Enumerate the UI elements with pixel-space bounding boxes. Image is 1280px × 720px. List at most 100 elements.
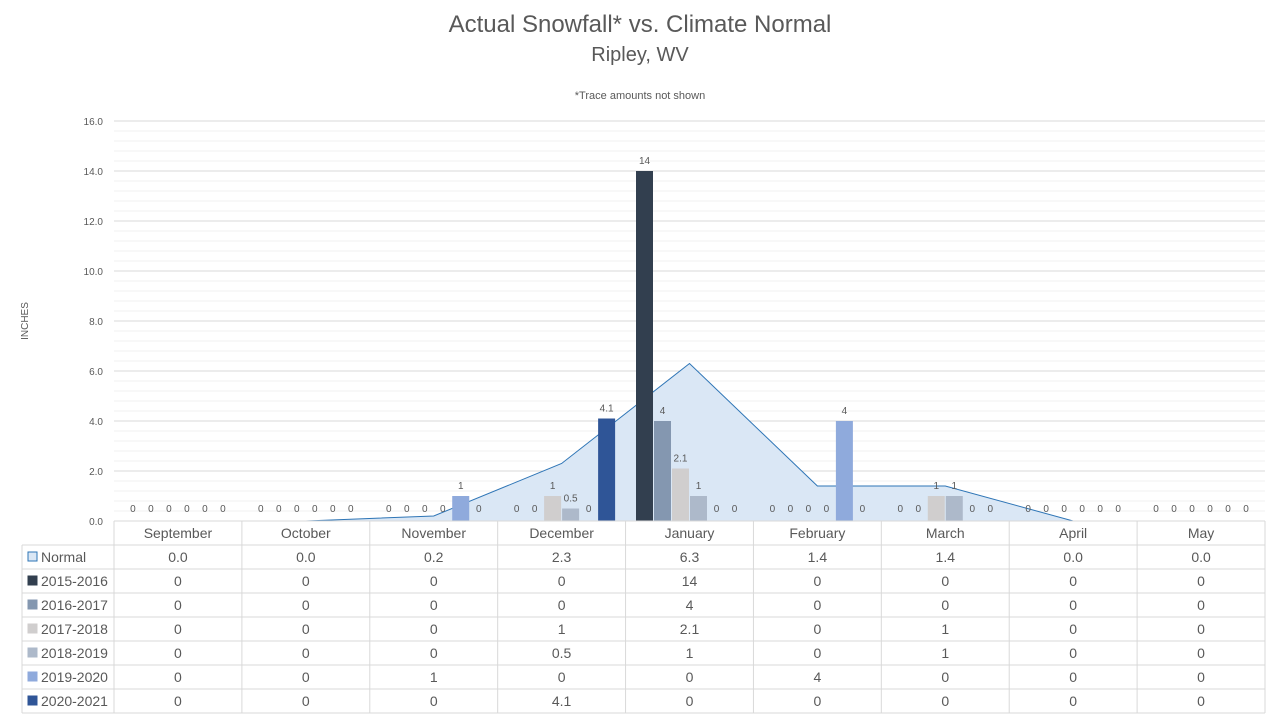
- legend-entry: 2018-2019: [41, 645, 108, 661]
- data-label: 0: [1043, 504, 1049, 515]
- data-label: 0: [404, 504, 410, 515]
- data-label: 4: [842, 406, 848, 417]
- table-cell: 0: [813, 645, 821, 661]
- y-tick-label: 2.0: [89, 467, 103, 478]
- data-label: 0: [514, 504, 520, 515]
- legend-entry: Normal: [41, 549, 86, 565]
- y-tick-label: 6.0: [89, 367, 103, 378]
- data-label: 0: [860, 504, 866, 515]
- table-cell: 0: [302, 573, 310, 589]
- table-cell: 0: [941, 669, 949, 685]
- table-cell: 0: [430, 597, 438, 613]
- normal-area: [177, 363, 1202, 521]
- data-label: 0: [294, 504, 300, 515]
- chart-subtitle: Ripley, WV: [591, 44, 689, 66]
- table-cell: 4: [813, 669, 821, 685]
- y-tick-label: 4.0: [89, 417, 103, 428]
- data-label: 0: [1025, 504, 1031, 515]
- data-label: 0: [166, 504, 172, 515]
- table-cell: 1: [558, 621, 566, 637]
- table-cell: 0: [174, 645, 182, 661]
- bar-2016-2017-January: [654, 421, 671, 521]
- data-label: 0: [1171, 504, 1177, 515]
- bar-2019-2020-November: [452, 496, 470, 521]
- data-label: 0: [1061, 504, 1067, 515]
- y-tick-label: 16.0: [84, 117, 104, 128]
- data-label: 4: [660, 406, 666, 417]
- bar-2018-2019-January: [690, 496, 707, 521]
- x-category-label: September: [144, 525, 213, 541]
- data-label: 0: [824, 504, 830, 515]
- table-cell: 0: [1197, 621, 1205, 637]
- x-category-label: April: [1059, 525, 1087, 541]
- table-cell: 0: [1069, 621, 1077, 637]
- bar-2018-2019-March: [945, 496, 963, 521]
- table-cell: 0: [1197, 573, 1205, 589]
- data-label: 0: [130, 504, 136, 515]
- table-cell: 1.4: [936, 549, 956, 565]
- data-label: 0: [184, 504, 190, 515]
- data-label: 0: [806, 504, 812, 515]
- data-label: 0: [897, 504, 903, 515]
- x-category-label: February: [789, 525, 845, 541]
- y-tick-label: 12.0: [84, 217, 104, 228]
- data-label: 0: [148, 504, 154, 515]
- table-cell: 0: [302, 693, 310, 709]
- table-cell: 0: [302, 597, 310, 613]
- bar-2017-2018-March: [927, 496, 945, 521]
- table-cell: 0: [430, 693, 438, 709]
- data-label: 0: [915, 504, 921, 515]
- legend-entry: 2019-2020: [41, 669, 108, 685]
- data-label: 0.5: [564, 494, 578, 505]
- table-cell: 0: [558, 597, 566, 613]
- table-cell: 0: [813, 573, 821, 589]
- table-cell: 0: [941, 597, 949, 613]
- data-label: 0: [788, 504, 794, 515]
- table-cell: 0: [302, 645, 310, 661]
- table-cell: 0: [430, 621, 438, 637]
- table-cell: 0: [941, 573, 949, 589]
- x-category-label: November: [401, 525, 466, 541]
- table-cell: 0: [558, 669, 566, 685]
- table-cell: 0: [1069, 669, 1077, 685]
- x-category-label: March: [926, 525, 965, 541]
- data-label: 0: [330, 504, 336, 515]
- bar-2015-2016-January: [636, 171, 653, 521]
- data-label: 0: [258, 504, 264, 515]
- data-label: 0: [1115, 504, 1121, 515]
- table-cell: 0: [174, 573, 182, 589]
- normal-line: [177, 362, 1202, 522]
- legend-swatch-2015-2016: [27, 575, 38, 586]
- data-label: 0: [202, 504, 208, 515]
- chart-annotation: *Trace amounts not shown: [574, 90, 706, 102]
- bar-2018-2019-December: [562, 508, 580, 521]
- data-label: 0: [532, 504, 538, 515]
- data-label: 1: [550, 481, 556, 492]
- table-cell: 1: [686, 645, 694, 661]
- chart-title: Actual Snowfall* vs. Climate Normal: [448, 11, 832, 38]
- table-cell: 0.0: [168, 549, 188, 565]
- table-cell: 0: [1197, 669, 1205, 685]
- table-cell: 2.1: [680, 621, 700, 637]
- legend-swatch-2016-2017: [27, 599, 38, 610]
- data-label: 0: [220, 504, 226, 515]
- y-tick-label: 8.0: [89, 317, 103, 328]
- table-cell: 1: [430, 669, 438, 685]
- data-label: 0: [276, 504, 282, 515]
- table-cell: 0: [174, 597, 182, 613]
- legend-swatch-2019-2020: [27, 671, 38, 682]
- legend-entry: 2016-2017: [41, 597, 108, 613]
- table-cell: 0.2: [424, 549, 444, 565]
- legend-entry: 2015-2016: [41, 573, 108, 589]
- data-label: 14: [639, 156, 651, 167]
- table-cell: 0.5: [552, 645, 572, 661]
- table-cell: 4.1: [552, 693, 572, 709]
- table-cell: 0: [1197, 693, 1205, 709]
- table-cell: 0.0: [296, 549, 316, 565]
- data-label: 1: [951, 481, 957, 492]
- table-cell: 14: [682, 573, 698, 589]
- table-cell: 0: [686, 669, 694, 685]
- x-category-label: October: [281, 525, 331, 541]
- data-label: 0: [1243, 504, 1249, 515]
